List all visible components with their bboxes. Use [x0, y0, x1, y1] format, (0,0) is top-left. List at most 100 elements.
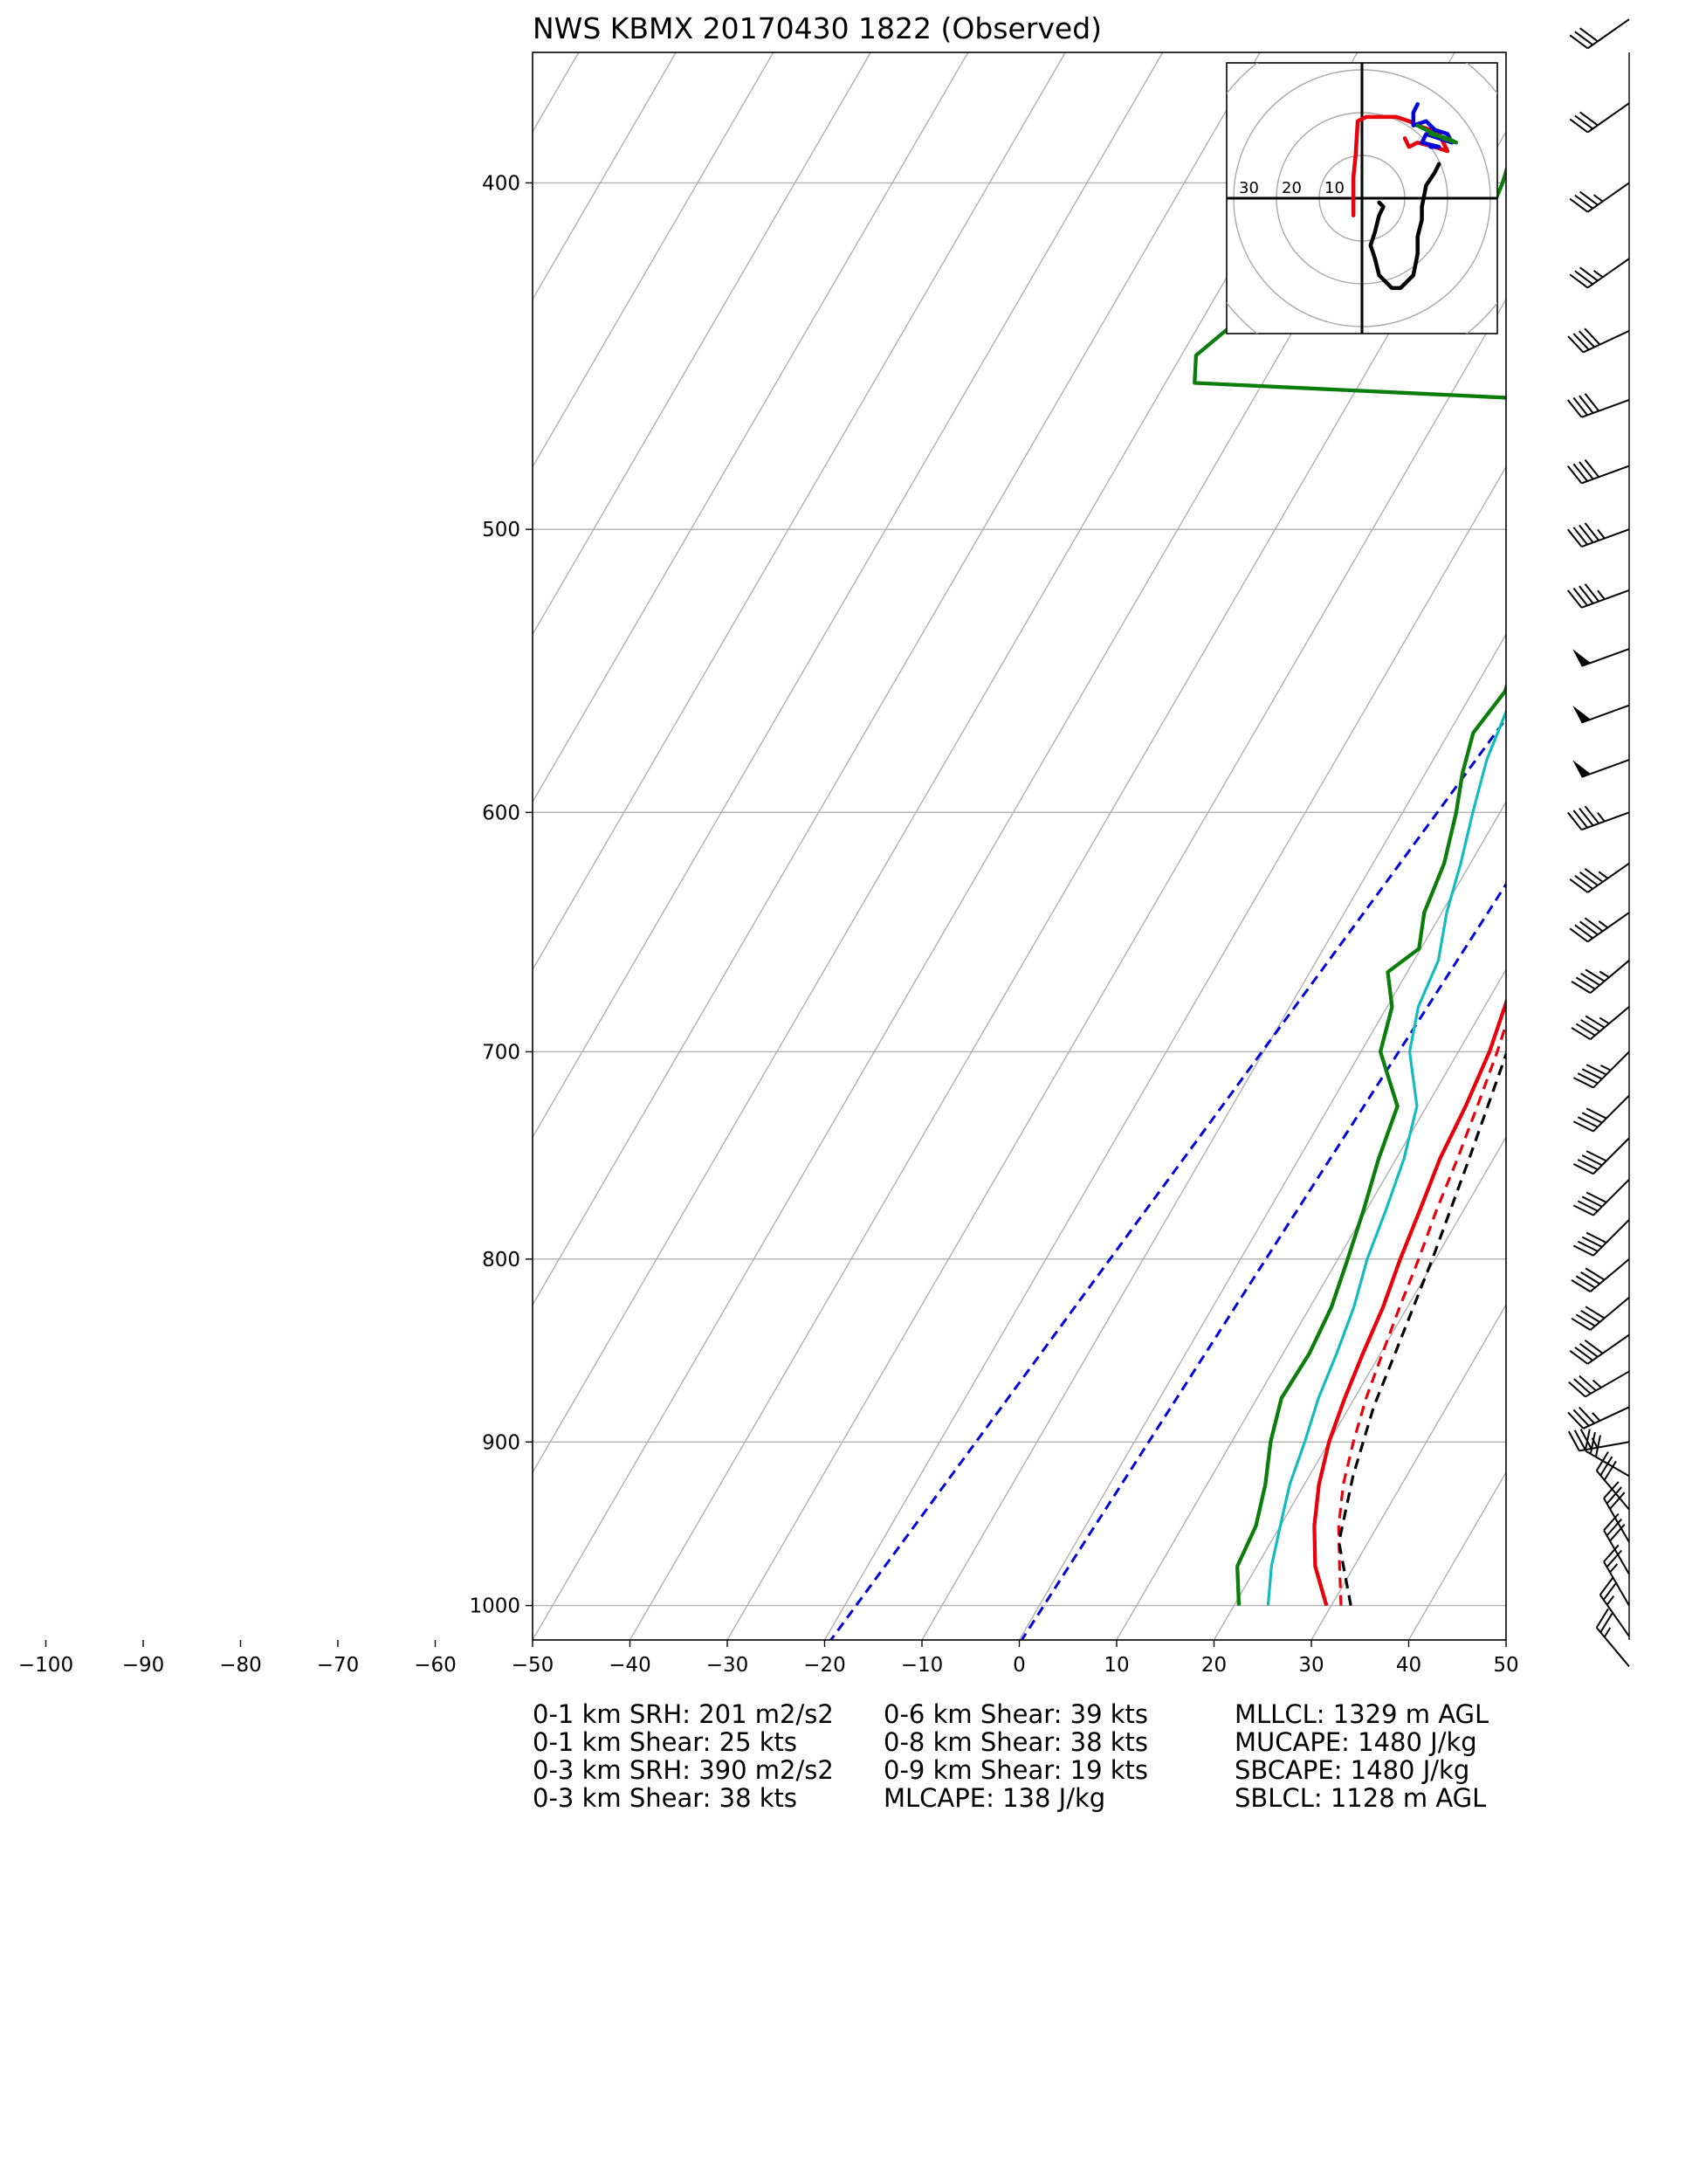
barb-feather: [1585, 1267, 1606, 1281]
barb-pennant: [1572, 705, 1591, 723]
temperature-tick-label: −30: [706, 1654, 749, 1677]
barb-feather: [1609, 1492, 1626, 1510]
isotherm: [533, 52, 1164, 1139]
barb-staff: [1581, 465, 1630, 485]
barb-feather: [1579, 1342, 1599, 1358]
barb-feather: [1573, 1378, 1592, 1395]
barb-half-feather: [1597, 528, 1606, 540]
barb-feather: [1569, 1349, 1589, 1365]
barb-staff: [1595, 1627, 1630, 1667]
isotherm: [533, 52, 871, 636]
barb-feather: [1581, 1068, 1603, 1080]
barb-half-feather: [1597, 812, 1606, 823]
barb-feather: [1574, 1346, 1593, 1361]
isotherm: [533, 52, 1261, 1306]
param-0-1km-srh: 0-1 km SRH: 201 m2/s2: [533, 1699, 834, 1729]
barb-staff: [1585, 1370, 1630, 1398]
barb-staff: [1603, 1498, 1630, 1543]
barb-feather: [1575, 1023, 1596, 1037]
barb-pennant: [1572, 649, 1591, 666]
barb-staff: [1592, 1094, 1630, 1133]
wind-barb: [1571, 1006, 1630, 1041]
barb-feather: [1606, 1549, 1623, 1568]
hodograph-inset: 50 40 30 20 10: [1226, 62, 1498, 334]
barb-staff: [1581, 398, 1630, 418]
barb-feather: [1572, 587, 1588, 606]
isotherm: [1018, 801, 1506, 1640]
barb-feather: [1586, 1150, 1607, 1162]
param-sblcl: SBLCL: 1128 m AGL: [1235, 1783, 1486, 1813]
temperature-tick-label: 20: [1201, 1654, 1227, 1677]
barb-staff: [1586, 862, 1630, 893]
barb-feather: [1586, 1107, 1607, 1120]
barb-feather: [1572, 1163, 1594, 1175]
barb-feather: [1574, 270, 1593, 286]
wind-barb: [1572, 704, 1630, 724]
barb-staff: [1579, 1441, 1630, 1452]
pressure-ticks: 1002003004005006007008009001000: [469, 172, 533, 1618]
barb-half-feather: [1599, 1016, 1610, 1025]
param-sbcape: SBCAPE: 1480 J/kg: [1235, 1755, 1469, 1785]
barb-feather: [1577, 1072, 1599, 1085]
barb-half-feather: [1598, 920, 1609, 929]
isotherm: [0, 52, 384, 1640]
wind-barb: [1567, 1406, 1630, 1430]
barb-feather: [1571, 1317, 1592, 1331]
pressure-tick-label: 700: [482, 1041, 520, 1064]
wind-barb: [1569, 862, 1630, 893]
barb-feather: [1584, 1429, 1591, 1451]
temperature-tick-label: 10: [1104, 1654, 1129, 1677]
isotherm: [533, 52, 677, 301]
wind-barb: [1566, 458, 1630, 485]
barb-feather: [1579, 920, 1599, 936]
barb-feather: [1584, 327, 1601, 346]
barb-half-feather: [1598, 871, 1609, 879]
temperature-tick-label: −20: [803, 1654, 846, 1677]
barb-staff: [1592, 1219, 1630, 1257]
isotherm: [823, 465, 1506, 1640]
temperature-tick-label: 50: [1493, 1654, 1518, 1677]
barb-feather: [1579, 872, 1599, 886]
barb-feather: [1566, 811, 1583, 830]
wind-barb: [1572, 648, 1630, 667]
barb-feather: [1579, 1429, 1592, 1450]
isotherm: [533, 52, 774, 469]
barb-feather: [1574, 114, 1593, 130]
barb-feather: [1606, 1486, 1623, 1505]
barb-feather: [1584, 393, 1600, 412]
wind-barb: [1571, 960, 1630, 994]
barb-staff: [1586, 182, 1630, 213]
barb-feather: [1569, 197, 1589, 213]
pressure-tick-label: 400: [482, 172, 520, 195]
hodograph-trace-0: [1368, 162, 1441, 291]
barb-staff: [1583, 329, 1630, 354]
temperature-tick-label: −90: [122, 1654, 165, 1677]
barb-half-feather: [1592, 194, 1604, 203]
barb-feather: [1580, 1019, 1600, 1033]
barb-feather: [1584, 917, 1604, 933]
wind-barb: [1599, 1576, 1630, 1637]
barb-feather: [1572, 1204, 1594, 1216]
barb-feather: [1574, 194, 1593, 210]
barb-feather: [1579, 585, 1594, 604]
pressure-tick-label: 600: [482, 802, 520, 824]
pressure-tick-label: 500: [482, 519, 520, 541]
barb-staff: [1592, 1137, 1630, 1175]
barb-feather: [1586, 1064, 1607, 1076]
isotherm: [726, 298, 1506, 1640]
barb-half-feather: [1592, 1379, 1602, 1388]
barb-feather: [1575, 1313, 1596, 1327]
barb-feather: [1586, 1191, 1607, 1203]
barb-feather: [1579, 524, 1594, 543]
barb-feather: [1584, 1339, 1604, 1354]
temperature-tick-label: −60: [414, 1654, 457, 1677]
barb-half-feather: [1603, 1627, 1612, 1638]
barb-feather: [1585, 1015, 1606, 1029]
hodograph-trace-3: [1415, 123, 1459, 145]
barb-feather: [1574, 31, 1593, 46]
barb-feather: [1579, 266, 1599, 282]
barb-staff: [1599, 1594, 1630, 1637]
barb-feather: [1574, 924, 1593, 940]
barb-feather: [1603, 1512, 1620, 1532]
barb-feather: [1579, 1406, 1595, 1424]
